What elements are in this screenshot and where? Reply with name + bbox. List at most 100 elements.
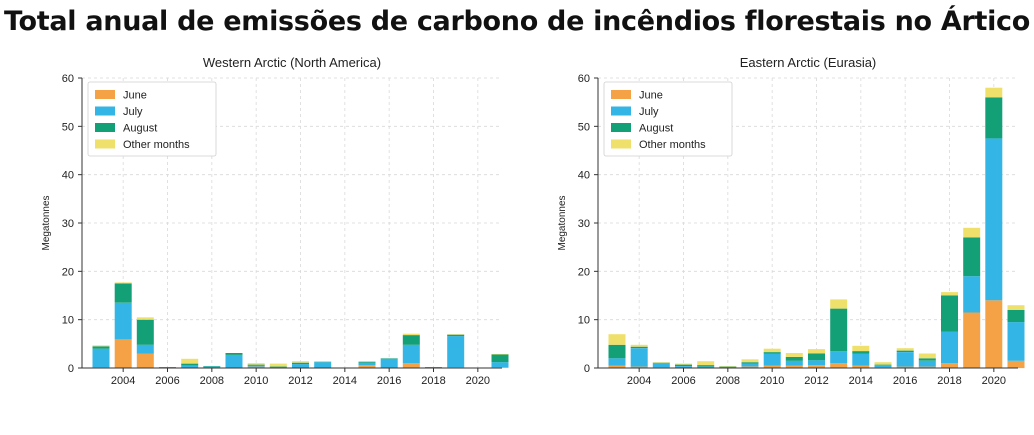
bar-june-2009 (741, 366, 759, 368)
bar-august-2003 (92, 346, 110, 349)
legend-label-july: July (639, 106, 659, 118)
legend-label-july: July (123, 106, 143, 118)
bar-june-2019 (963, 312, 981, 368)
bar-august-2005 (652, 362, 670, 364)
legend-label-june: June (123, 90, 147, 102)
y-tick-label: 20 (578, 266, 590, 278)
bar-other-months-2006 (675, 363, 692, 365)
legend-box (87, 81, 217, 157)
bar-august-2015 (874, 364, 892, 366)
x-tick-label: 2014 (849, 375, 873, 387)
bar-june-2021 (1007, 360, 1025, 369)
bar-august-2017 (402, 335, 420, 345)
y-tick-label: 40 (578, 170, 590, 182)
bar-other-months-2007 (181, 358, 199, 364)
bar-july-2007 (697, 366, 715, 368)
bar-july-2015 (358, 362, 376, 366)
eastern-arctic-chart: Eastern Arctic (Eurasia) 0 10 20 30 40 50 60 200… (557, 55, 1025, 387)
bar-other-months-2021 (1007, 305, 1025, 310)
y-tick-label: 30 (578, 218, 590, 230)
bar-june-2012 (808, 365, 825, 368)
bar-august-2008 (203, 366, 221, 367)
chart-title: Western Arctic (North America) (203, 55, 381, 70)
x-tick-label: 2016 (893, 375, 917, 387)
legend-label-august: August (123, 123, 157, 135)
bar-july-2003 (608, 358, 626, 366)
bar-august-2016 (896, 350, 914, 352)
bar-july-2005 (652, 363, 670, 368)
western-arctic-chart: Western Arctic (North America) 0 10 20 30 40 5… (41, 55, 509, 387)
bar-august-2004 (114, 283, 132, 303)
x-tick-label: 2018 (421, 375, 445, 387)
legend-swatch-other-months (95, 139, 115, 149)
bar-august-2014 (852, 351, 870, 354)
bar-july-2004 (114, 302, 132, 340)
bar-june-2010 (763, 365, 781, 368)
bar-july-2007 (181, 365, 199, 368)
bar-other-months-2018 (941, 292, 958, 296)
bar-other-months-2021 (491, 354, 509, 355)
bar-june-2015 (358, 365, 376, 368)
legend-swatch-june (95, 90, 115, 99)
bar-august-2021 (491, 354, 509, 363)
bar-other-months-2008 (719, 366, 737, 367)
y-tick-label: 0 (584, 363, 590, 375)
legend-swatch-other-months (611, 139, 631, 149)
legend-label-other-months: Other months (639, 139, 706, 151)
bar-august-2012 (808, 353, 825, 361)
bar-other-months-2017 (402, 333, 420, 336)
bar-other-months-2019 (963, 227, 981, 238)
legend-swatch-july (95, 106, 115, 116)
bar-july-2016 (896, 352, 914, 367)
bar-august-2005 (136, 319, 154, 345)
bar-july-2008 (203, 366, 221, 368)
bar-august-2009 (225, 353, 243, 355)
bar-other-months-2017 (918, 353, 936, 359)
bar-june-2003 (608, 365, 626, 368)
bar-other-months-2005 (652, 362, 670, 363)
y-axis-label: Megatonnes (41, 195, 52, 250)
bar-other-months-2019 (447, 334, 465, 335)
bar-august-2003 (608, 344, 626, 359)
y-tick-label: 0 (68, 363, 74, 375)
bar-june-2005 (136, 353, 154, 368)
bar-july-2013 (314, 362, 332, 368)
y-tick-label: 60 (62, 73, 74, 85)
bar-july-2016 (380, 358, 398, 368)
bar-july-2005 (136, 344, 154, 354)
bar-other-months-2012 (808, 349, 825, 354)
bar-other-months-2003 (92, 345, 110, 347)
bar-july-2011 (785, 360, 803, 366)
bar-june-2004 (114, 339, 132, 368)
bar-august-2011 (785, 356, 803, 361)
bar-june-2017 (402, 363, 420, 368)
bar-other-months-2004 (114, 282, 132, 284)
x-tick-label: 2006 (155, 375, 179, 387)
bar-other-months-2014 (852, 345, 870, 352)
bar-august-2012 (292, 362, 309, 365)
bar-august-2016 (380, 358, 398, 359)
bar-august-2007 (181, 363, 199, 366)
chart-title: Eastern Arctic (Eurasia) (740, 55, 877, 70)
y-tick-label: 20 (62, 266, 74, 278)
bar-july-2006 (675, 366, 692, 368)
bar-august-2010 (763, 352, 781, 354)
legend-swatch-august (611, 123, 631, 132)
x-tick-label: 2004 (111, 375, 135, 387)
bar-other-months-2016 (896, 348, 914, 351)
bar-july-2009 (225, 354, 243, 368)
bar-july-2021 (491, 362, 509, 367)
bar-june-2010 (247, 366, 265, 368)
legend-swatch-august (95, 123, 115, 132)
y-tick-label: 60 (578, 73, 590, 85)
bar-other-months-2011 (269, 363, 287, 367)
bar-other-months-2010 (247, 363, 265, 365)
bar-june-2020 (985, 300, 1003, 368)
bar-august-2021 (1007, 310, 1025, 323)
bar-other-months-2010 (763, 348, 781, 353)
bar-july-2018 (941, 331, 958, 364)
bar-july-2017 (402, 344, 420, 364)
x-tick-label: 2016 (377, 375, 401, 387)
x-tick-label: 2010 (244, 375, 268, 387)
bar-july-2003 (92, 348, 110, 368)
